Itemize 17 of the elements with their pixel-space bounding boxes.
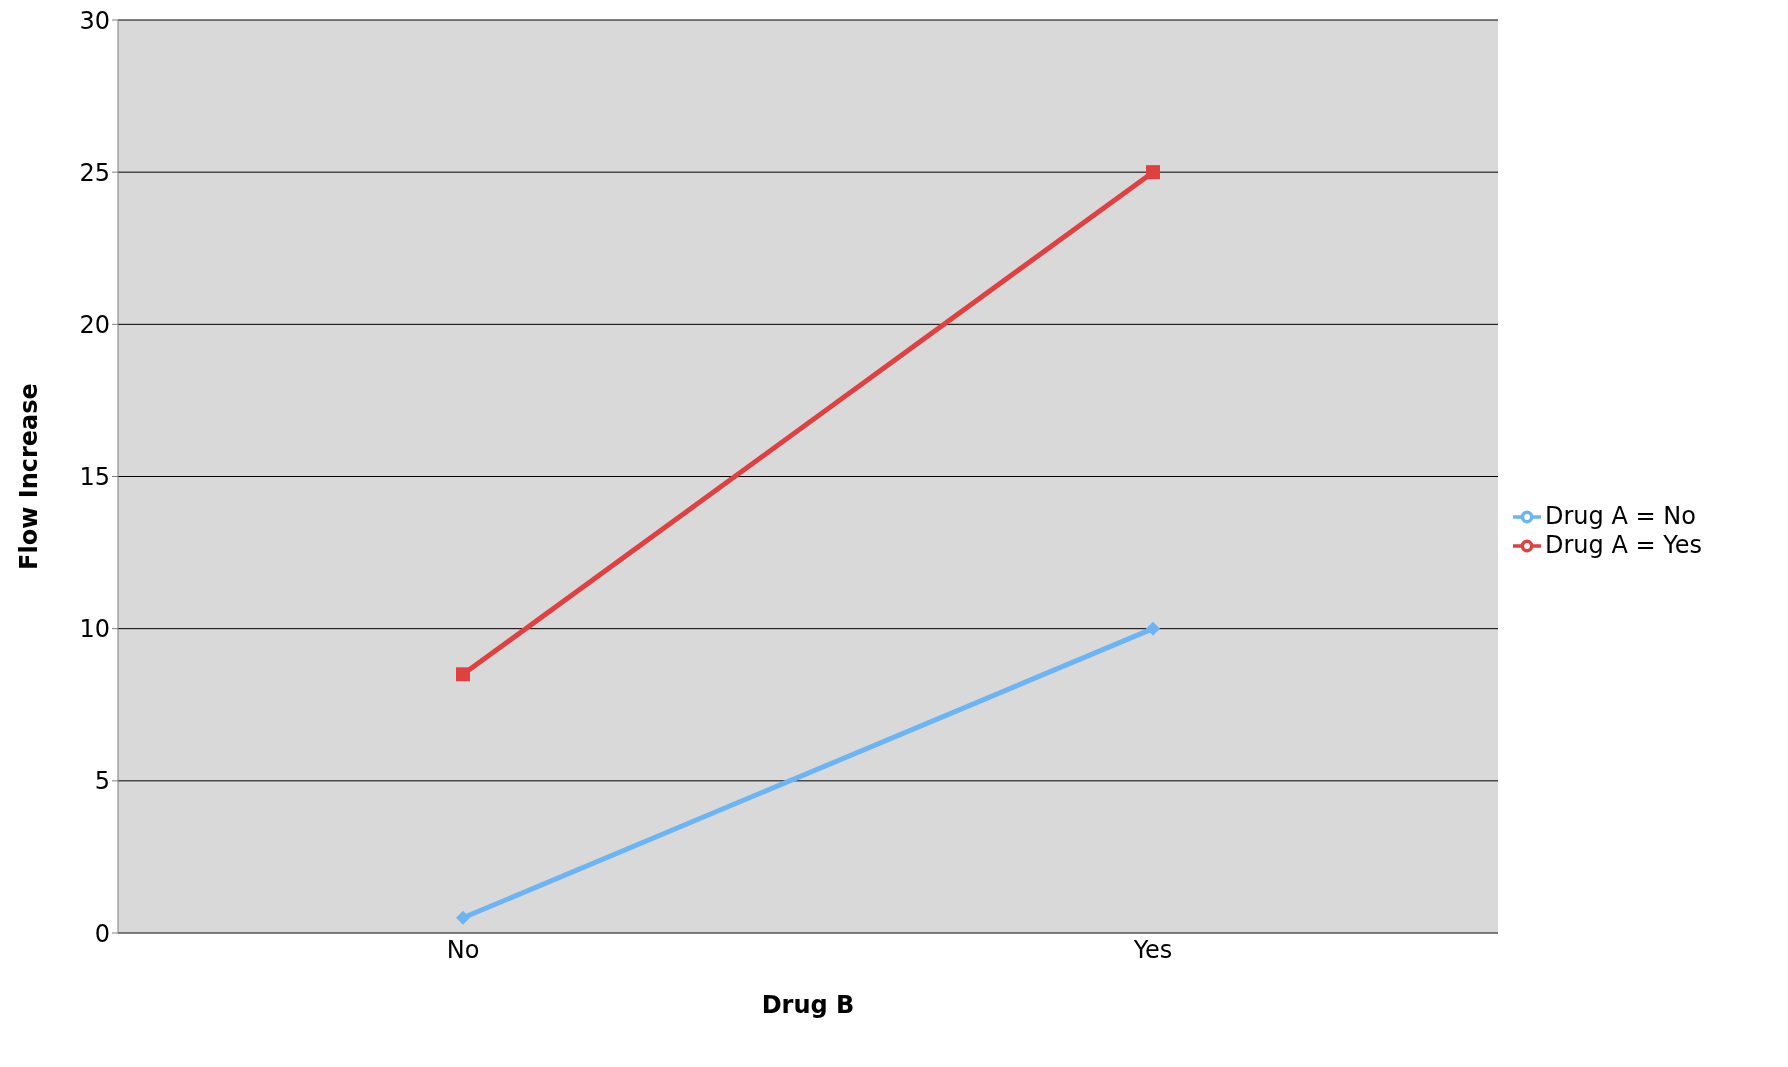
y-tick-label: 30 — [79, 6, 110, 35]
point — [456, 667, 470, 682]
y-axis-title: Flow Increase — [14, 383, 43, 570]
y-tick-label: 0 — [94, 919, 110, 948]
y-tick-label: 5 — [94, 767, 110, 796]
point — [1146, 621, 1160, 636]
legend-label: Drug A = No — [1545, 501, 1696, 530]
legend-label: Drug A = Yes — [1545, 530, 1702, 559]
x-tick-label: Yes — [1132, 936, 1173, 965]
y-tick-label: 20 — [79, 310, 110, 339]
y-tick-label: 25 — [79, 158, 110, 187]
x-tick-label: No — [446, 936, 480, 965]
point — [456, 910, 470, 925]
y-tick-label: 10 — [79, 615, 110, 644]
y-tick-label: 15 — [79, 463, 110, 492]
point — [1146, 165, 1160, 180]
x-axis-title: Drug B — [761, 991, 855, 1019]
